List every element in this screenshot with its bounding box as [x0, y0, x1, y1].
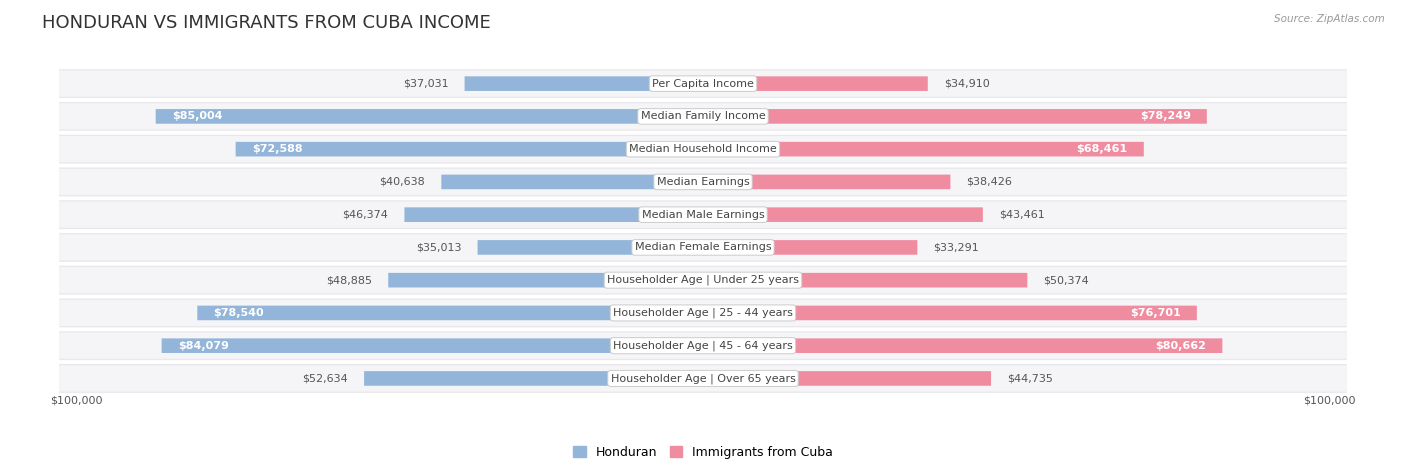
Text: $76,701: $76,701 — [1130, 308, 1181, 318]
FancyBboxPatch shape — [59, 364, 1347, 393]
Legend: Honduran, Immigrants from Cuba: Honduran, Immigrants from Cuba — [574, 446, 832, 459]
Text: $34,910: $34,910 — [943, 78, 990, 89]
FancyBboxPatch shape — [59, 202, 1347, 228]
FancyBboxPatch shape — [197, 305, 703, 320]
FancyBboxPatch shape — [59, 135, 1347, 163]
FancyBboxPatch shape — [59, 333, 1347, 359]
Text: $43,461: $43,461 — [998, 210, 1045, 219]
Text: $38,426: $38,426 — [966, 177, 1012, 187]
FancyBboxPatch shape — [162, 339, 703, 353]
FancyBboxPatch shape — [59, 200, 1347, 229]
FancyBboxPatch shape — [59, 102, 1347, 131]
Text: $48,885: $48,885 — [326, 275, 373, 285]
FancyBboxPatch shape — [236, 142, 703, 156]
Text: HONDURAN VS IMMIGRANTS FROM CUBA INCOME: HONDURAN VS IMMIGRANTS FROM CUBA INCOME — [42, 14, 491, 32]
Text: $100,000: $100,000 — [51, 396, 103, 406]
Text: $37,031: $37,031 — [404, 78, 449, 89]
FancyBboxPatch shape — [703, 76, 928, 91]
Text: Source: ZipAtlas.com: Source: ZipAtlas.com — [1274, 14, 1385, 24]
Text: Median Household Income: Median Household Income — [628, 144, 778, 154]
FancyBboxPatch shape — [59, 365, 1347, 391]
Text: $100,000: $100,000 — [1303, 396, 1355, 406]
Text: $84,079: $84,079 — [177, 341, 229, 351]
Text: $78,540: $78,540 — [214, 308, 264, 318]
Text: $40,638: $40,638 — [380, 177, 425, 187]
Text: Median Earnings: Median Earnings — [657, 177, 749, 187]
Text: $35,013: $35,013 — [416, 242, 461, 253]
FancyBboxPatch shape — [364, 371, 703, 386]
Text: Median Family Income: Median Family Income — [641, 112, 765, 121]
FancyBboxPatch shape — [703, 142, 1144, 156]
Text: $72,588: $72,588 — [252, 144, 302, 154]
FancyBboxPatch shape — [703, 109, 1206, 124]
FancyBboxPatch shape — [441, 175, 703, 189]
Text: Householder Age | Over 65 years: Householder Age | Over 65 years — [610, 373, 796, 384]
Text: Householder Age | 45 - 64 years: Householder Age | 45 - 64 years — [613, 340, 793, 351]
FancyBboxPatch shape — [59, 169, 1347, 195]
FancyBboxPatch shape — [59, 234, 1347, 261]
FancyBboxPatch shape — [59, 103, 1347, 129]
FancyBboxPatch shape — [59, 136, 1347, 162]
Text: $44,735: $44,735 — [1007, 374, 1053, 383]
FancyBboxPatch shape — [703, 175, 950, 189]
FancyBboxPatch shape — [156, 109, 703, 124]
FancyBboxPatch shape — [388, 273, 703, 288]
Text: Median Female Earnings: Median Female Earnings — [634, 242, 772, 253]
FancyBboxPatch shape — [59, 69, 1347, 98]
Text: $46,374: $46,374 — [343, 210, 388, 219]
FancyBboxPatch shape — [59, 298, 1347, 327]
Text: $85,004: $85,004 — [172, 112, 222, 121]
FancyBboxPatch shape — [59, 331, 1347, 360]
Text: $68,461: $68,461 — [1077, 144, 1128, 154]
FancyBboxPatch shape — [59, 71, 1347, 97]
FancyBboxPatch shape — [703, 371, 991, 386]
FancyBboxPatch shape — [703, 207, 983, 222]
Text: $78,249: $78,249 — [1140, 112, 1191, 121]
FancyBboxPatch shape — [703, 339, 1222, 353]
Text: Median Male Earnings: Median Male Earnings — [641, 210, 765, 219]
FancyBboxPatch shape — [59, 233, 1347, 262]
FancyBboxPatch shape — [59, 267, 1347, 293]
Text: $50,374: $50,374 — [1043, 275, 1090, 285]
FancyBboxPatch shape — [703, 273, 1028, 288]
Text: $52,634: $52,634 — [302, 374, 349, 383]
FancyBboxPatch shape — [59, 168, 1347, 196]
FancyBboxPatch shape — [405, 207, 703, 222]
FancyBboxPatch shape — [703, 305, 1197, 320]
Text: $33,291: $33,291 — [934, 242, 979, 253]
FancyBboxPatch shape — [464, 76, 703, 91]
Text: Per Capita Income: Per Capita Income — [652, 78, 754, 89]
Text: Householder Age | 25 - 44 years: Householder Age | 25 - 44 years — [613, 308, 793, 318]
FancyBboxPatch shape — [703, 240, 917, 255]
FancyBboxPatch shape — [478, 240, 703, 255]
Text: $80,662: $80,662 — [1156, 341, 1206, 351]
FancyBboxPatch shape — [59, 300, 1347, 326]
Text: Householder Age | Under 25 years: Householder Age | Under 25 years — [607, 275, 799, 285]
FancyBboxPatch shape — [59, 266, 1347, 295]
